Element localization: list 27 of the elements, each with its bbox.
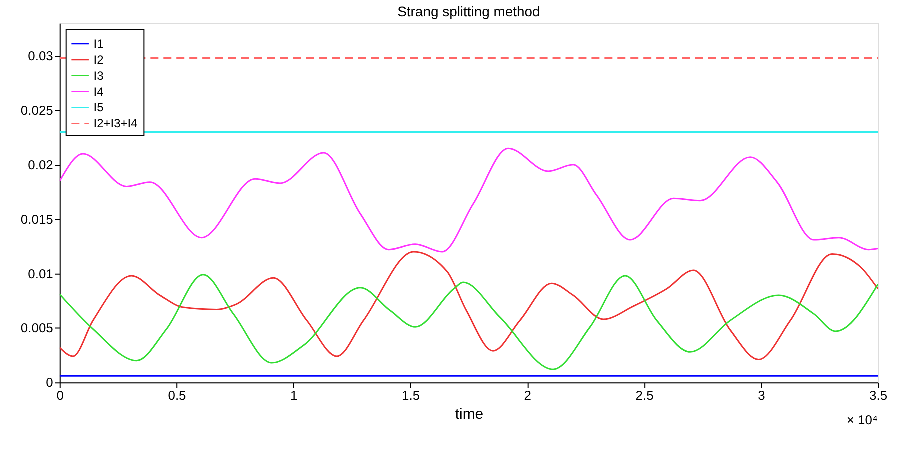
x-tick-label: 3.5 xyxy=(870,388,888,404)
y-tick-label: 0.02 xyxy=(28,157,54,172)
y-tick-label: 0 xyxy=(46,375,54,390)
x-tick-label: 1.5 xyxy=(402,388,420,404)
x-tick-label: 2.5 xyxy=(636,388,654,404)
x-tick-label: 2 xyxy=(524,388,532,404)
legend-label: I2+I3+I4 xyxy=(94,116,138,131)
line-series xyxy=(60,148,878,253)
legend-label: I2 xyxy=(94,52,104,67)
x-axis-title: time xyxy=(455,406,484,424)
y-tick-label: 0.01 xyxy=(28,266,54,282)
chart-title: Strang splitting method xyxy=(398,3,540,20)
x-tick-label: 0.5 xyxy=(168,388,186,404)
y-tick-label: 0.03 xyxy=(28,48,54,64)
y-tick-label: 0.005 xyxy=(20,320,54,336)
x-tick-label: 0 xyxy=(56,388,64,404)
y-tick-label: 0.025 xyxy=(20,102,54,118)
x-tick-label: 1 xyxy=(290,388,298,404)
legend-label: I1 xyxy=(94,36,104,51)
legend-label: I3 xyxy=(94,68,104,83)
legend-label: I4 xyxy=(94,84,104,99)
y-tick-label: 0.015 xyxy=(20,212,54,227)
x-tick-label: 3 xyxy=(758,388,766,404)
line-series xyxy=(60,274,878,370)
line-series xyxy=(60,251,878,361)
text: × 10⁴ xyxy=(846,412,878,428)
legend-label: I5 xyxy=(94,100,104,115)
